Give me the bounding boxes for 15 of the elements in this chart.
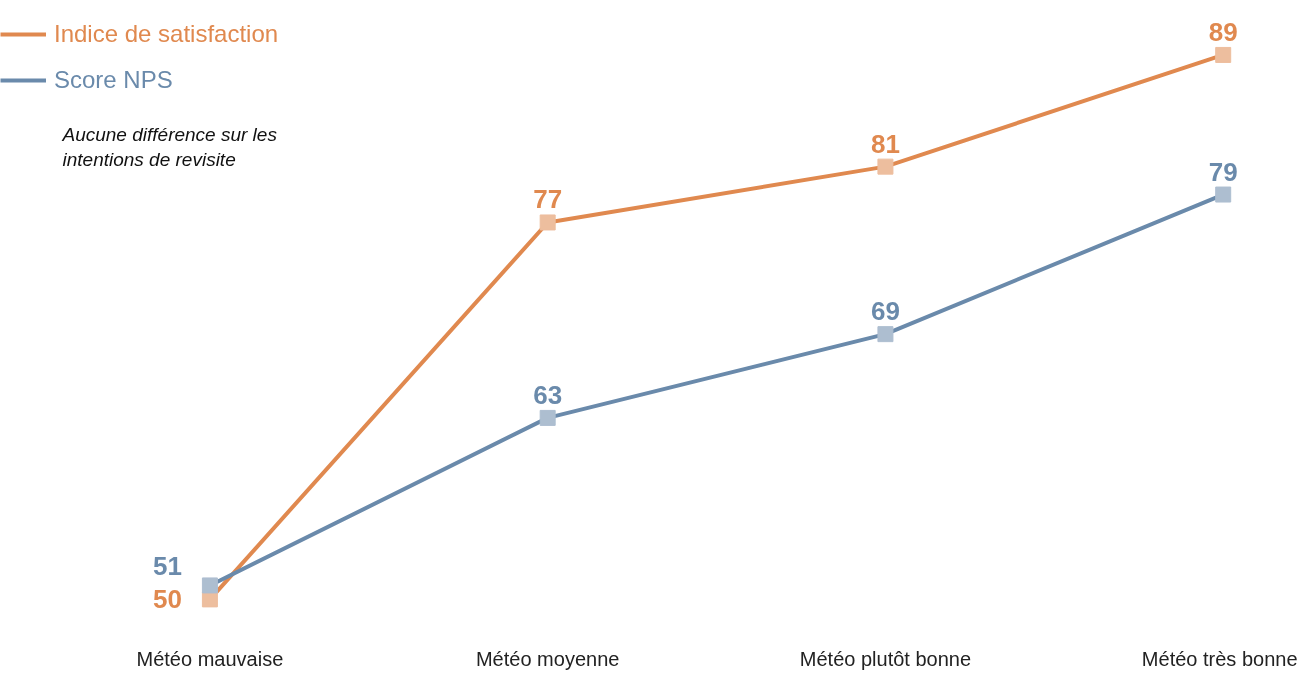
data-label: 51 [152,551,182,582]
data-label: 69 [870,296,900,327]
x-tick-label: Météo très bonne [1141,647,1297,670]
legend-label: Indice de satisfaction [54,20,279,48]
data-label: 89 [1208,16,1238,47]
data-label: 50 [152,584,182,615]
data-label: 63 [533,379,563,410]
legend-label: Score NPS [54,66,173,94]
x-tick-label: Météo plutôt bonne [799,647,972,670]
x-tick-label: Météo mauvaise [136,647,284,670]
x-tick-label: Météo moyenne [475,647,620,670]
data-label: 81 [870,128,900,159]
annotation: Aucune différence sur les intentions de revisite [61,124,278,171]
data-label: 79 [1208,156,1238,187]
data-label: 77 [533,184,563,215]
